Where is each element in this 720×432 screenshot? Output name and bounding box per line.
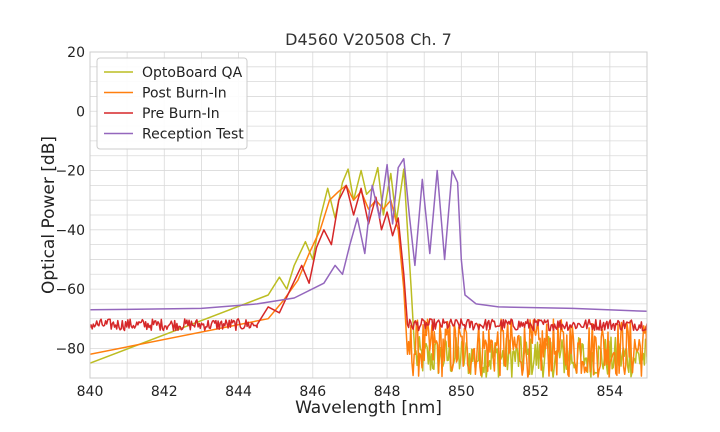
y-tick-label: 0 — [76, 104, 85, 120]
legend-box — [96, 57, 248, 150]
x-tick-label: 842 — [151, 384, 178, 400]
y-tick-label: −60 — [55, 282, 85, 298]
y-axis-label: Optical Power [dB] — [39, 136, 59, 294]
x-tick-label: 852 — [522, 384, 549, 400]
plot-frame — [89, 51, 648, 379]
legend-label: OptoBoard QA — [142, 65, 243, 81]
legend-label: Reception Test — [142, 127, 244, 143]
y-tick-label: −80 — [55, 341, 85, 357]
chart-title: D4560 V20508 Ch. 7 — [285, 30, 452, 49]
x-tick-label: 854 — [596, 384, 623, 400]
series-line-post-burn-in — [90, 184, 647, 378]
x-tick-label: 848 — [374, 384, 401, 400]
x-tick-label: 840 — [77, 384, 104, 400]
legend-label: Post Burn-In — [142, 86, 227, 102]
series-line-pre-burn-in — [90, 184, 647, 332]
x-axis-label: Wavelength [nm] — [295, 398, 442, 418]
y-axis-ticks: 20 0 −20 −40 −60 −80 — [55, 45, 85, 357]
x-tick-label: 844 — [225, 384, 252, 400]
legend-label: Pre Burn-In — [142, 106, 220, 122]
series-line-reception-test — [90, 157, 647, 313]
x-axis-ticks: 840 842 844 846 848 850 852 854 — [77, 384, 624, 400]
y-tick-label: −20 — [55, 164, 85, 180]
legend: OptoBoard QA Post Burn-In Pre Burn-In Recep… — [96, 57, 248, 150]
series-lines — [90, 157, 647, 378]
y-tick-label: 20 — [67, 45, 85, 61]
y-tick-label: −40 — [55, 223, 85, 239]
x-tick-label: 850 — [448, 384, 475, 400]
x-tick-label: 846 — [299, 384, 326, 400]
